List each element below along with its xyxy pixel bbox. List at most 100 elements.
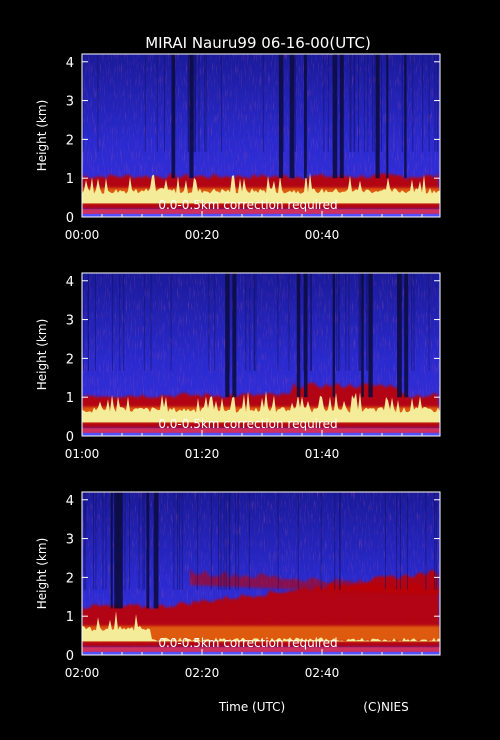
y-tick-label: 0 [66, 430, 74, 445]
faint-column [358, 273, 360, 371]
faint-column [369, 273, 371, 371]
attenuation-column [189, 54, 194, 179]
faint-column [95, 492, 97, 590]
faint-column [366, 273, 368, 371]
y-axis-label: Height (km) [35, 538, 49, 609]
correction-annotation: 0.0-0.5km correction required [158, 417, 337, 431]
cloud-layer [82, 390, 440, 423]
faint-column [198, 54, 200, 152]
y-tick-label: 2 [66, 352, 74, 367]
attenuation-column [404, 54, 407, 179]
faint-column [349, 54, 351, 152]
cloud-layer [82, 172, 440, 204]
faint-column [436, 54, 438, 152]
faint-column [360, 273, 362, 371]
faint-column [229, 273, 231, 371]
attenuation-column [289, 54, 295, 179]
faint-column [425, 492, 427, 590]
faint-column [262, 54, 264, 152]
y-tick-label: 1 [66, 391, 74, 406]
faint-column [129, 492, 131, 590]
faint-column [150, 273, 152, 371]
y-tick-label: 0 [66, 211, 74, 226]
faint-column [412, 54, 414, 152]
surface-strip [82, 647, 440, 652]
attenuation-column [146, 492, 150, 609]
faint-column [433, 492, 435, 590]
faint-column [345, 273, 347, 371]
faint-column [359, 273, 361, 371]
panel-2: 0 1 2 3 4 01:00 01:20 01:40 Height (km) 0.0-0.5km… [35, 272, 441, 461]
faint-column [401, 54, 403, 152]
faint-column [368, 273, 370, 371]
attenuation-column [375, 54, 380, 179]
faint-column [111, 273, 113, 371]
faint-column [105, 492, 107, 590]
faint-column [327, 54, 329, 152]
plot-area [82, 273, 440, 436]
attenuation-column [397, 273, 402, 398]
faint-column [333, 54, 335, 152]
faint-column [171, 54, 173, 152]
faint-column [339, 492, 341, 590]
attenuation-column [303, 273, 308, 398]
surface-strip [82, 428, 440, 433]
faint-column [210, 492, 212, 590]
plot-area [82, 54, 440, 217]
attenuation-column [368, 273, 373, 398]
surface-base [82, 432, 440, 436]
faint-column [334, 492, 336, 590]
faint-column [365, 273, 367, 371]
surface-base [82, 651, 440, 655]
faint-column [245, 273, 247, 371]
surface-strip [82, 209, 440, 214]
faint-column [290, 54, 292, 152]
faint-column [228, 492, 230, 590]
faint-column [249, 273, 251, 371]
x-tick-label: 02:20 [185, 666, 220, 680]
faint-column [422, 54, 424, 152]
axes-frame [81, 491, 441, 656]
y-tick-label: 1 [66, 172, 74, 187]
credit-label: (C)NIES [363, 700, 408, 714]
faint-column [204, 54, 206, 152]
faint-column [309, 273, 311, 371]
faint-column [378, 54, 380, 152]
faint-column [82, 54, 84, 152]
y-tick-label: 2 [66, 571, 74, 586]
faint-column [435, 492, 437, 590]
axes-frame [81, 53, 441, 218]
attenuation-column [110, 492, 113, 609]
attenuation-column [296, 273, 301, 398]
y-tick-label: 4 [66, 275, 74, 290]
faint-column [93, 492, 95, 590]
attenuation-column [278, 54, 283, 179]
x-tick-label: 00:00 [65, 228, 100, 242]
faint-column [406, 492, 408, 590]
faint-column [336, 273, 338, 371]
faint-column [102, 492, 104, 590]
elevated-aerosol-layer [190, 569, 440, 595]
faint-column [348, 273, 350, 371]
plot-area [82, 492, 440, 655]
panels: 0 1 2 3 4 00:00 00:20 00:40 Height (km) 0.0-0.5km… [35, 53, 441, 680]
attenuation-column [332, 273, 335, 398]
faint-column [124, 492, 126, 590]
faint-column [97, 54, 99, 152]
faint-column [411, 273, 413, 371]
x-tick-label: 02:00 [65, 666, 100, 680]
faint-column [381, 54, 383, 152]
attenuation-column [225, 273, 230, 398]
attenuation-column [361, 273, 364, 398]
y-tick-label: 4 [66, 56, 74, 71]
panel-3: 0 1 2 3 4 02:00 02:20 02:40 Height (km) 0.0-0.5km… [35, 491, 441, 680]
faint-column [194, 54, 196, 152]
faint-column [282, 54, 284, 152]
faint-column [337, 273, 339, 371]
faint-column [277, 492, 279, 590]
faint-column [294, 54, 296, 152]
faint-column [84, 492, 86, 590]
attenuation-column [386, 54, 389, 179]
faint-column [220, 492, 222, 590]
